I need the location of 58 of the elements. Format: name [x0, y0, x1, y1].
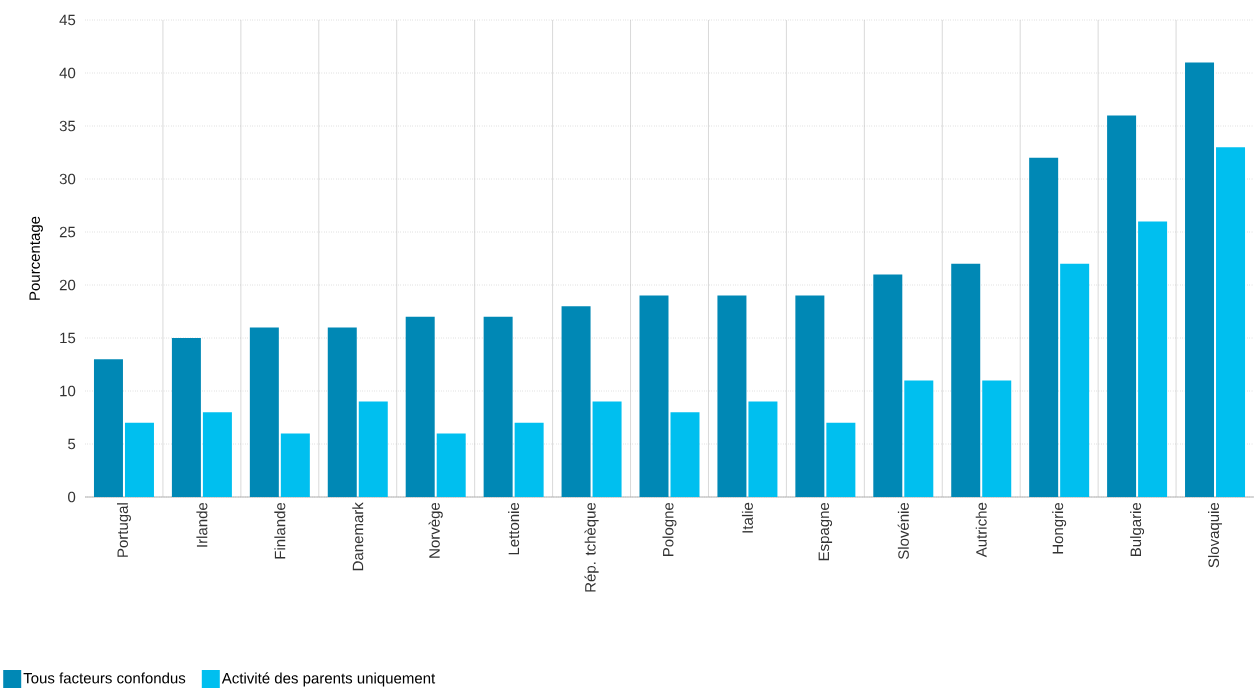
y-tick-label: 5	[68, 438, 76, 450]
x-tick-label: Slovénie	[897, 502, 909, 560]
x-tick-label: Slovaquie	[1208, 502, 1223, 568]
y-tick-label: 0	[68, 491, 76, 503]
x-tick-label: Danemark	[352, 502, 364, 571]
bar	[280, 433, 310, 497]
x-tick-label: Pologne	[662, 502, 677, 557]
bar	[1029, 157, 1059, 497]
bar	[717, 295, 747, 497]
x-tick-label: Lettonie	[508, 502, 520, 555]
x-tick-label: Espagne	[818, 502, 833, 561]
y-tick-label: 30	[59, 173, 76, 185]
bar	[982, 380, 1012, 497]
bar	[436, 433, 466, 497]
bar	[327, 327, 357, 497]
y-tick-label: 25	[59, 226, 76, 238]
bar	[826, 422, 856, 497]
y-tick-label: 40	[59, 67, 76, 79]
bar	[358, 401, 388, 497]
bar	[483, 316, 513, 497]
bar	[1185, 62, 1215, 497]
bar	[904, 380, 934, 497]
x-tick-label: Irlande	[196, 502, 208, 547]
bar	[202, 412, 232, 497]
bar	[93, 359, 123, 497]
bar	[405, 316, 435, 497]
y-tick-label: 15	[60, 332, 76, 344]
bar	[639, 295, 669, 497]
x-tick-label: Portugal	[116, 503, 131, 557]
y-tick-label: 10	[60, 385, 76, 397]
legend-label: Tous facteurs confondus	[23, 672, 186, 684]
bar	[561, 306, 591, 497]
y-tick-label: 45	[59, 14, 76, 26]
y-axis-title: Pourcentage	[29, 216, 43, 300]
bar	[951, 263, 981, 497]
y-tick-label: 35	[59, 120, 76, 132]
bar	[748, 401, 778, 497]
x-tick-label: Finlande	[274, 502, 286, 559]
bar	[670, 412, 700, 497]
bar	[514, 422, 544, 497]
bar	[592, 401, 622, 497]
bar	[1216, 147, 1246, 497]
x-tick-label: Italie	[741, 502, 753, 533]
bar	[873, 274, 903, 497]
x-tick-label: Rép. tchèque	[584, 502, 599, 592]
legend-label: Activité des parents uniquement	[221, 672, 436, 687]
x-tick-label: Bulgarie	[1130, 502, 1145, 556]
bar	[124, 422, 154, 497]
bar	[795, 295, 825, 497]
bar	[249, 327, 279, 497]
bar	[1138, 221, 1168, 497]
bar	[1060, 263, 1090, 497]
bar	[1107, 115, 1137, 497]
x-tick-label: Hongrie	[1052, 502, 1067, 554]
x-tick-label: Autriche	[975, 502, 987, 558]
bar	[171, 338, 201, 497]
y-tick-label: 20	[59, 279, 76, 291]
x-tick-label: Norvège	[428, 502, 443, 558]
